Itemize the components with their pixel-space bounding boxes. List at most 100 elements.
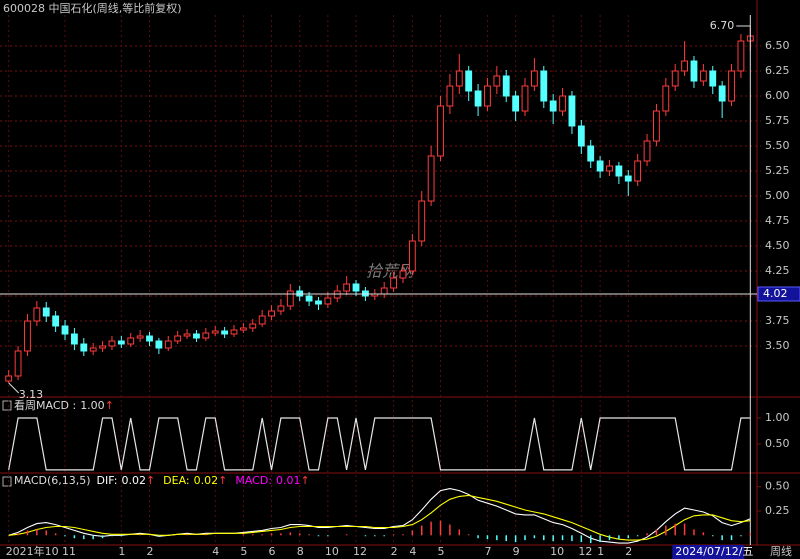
max-label: 6.70: [710, 19, 735, 32]
candle-body: [606, 165, 613, 172]
cursor-date: 2024/07/12/五: [675, 545, 753, 558]
period-label: 周线: [770, 544, 792, 558]
y-tick-label: 6.25: [765, 64, 790, 77]
candle-body: [352, 283, 360, 292]
y-tick-label: 5.00: [765, 189, 790, 202]
candle-body: [230, 329, 238, 335]
candle-body: [164, 340, 172, 349]
candle-body: [268, 310, 275, 317]
x-tick-label: 2: [147, 545, 154, 558]
candle-body: [89, 347, 97, 352]
candle-body: [14, 350, 22, 377]
y-tick-label: 5.25: [765, 164, 790, 177]
candle-body: [671, 70, 679, 87]
x-tick-label: 2021年10: [6, 544, 59, 558]
panel-icon: [2, 476, 12, 487]
candle-body: [315, 300, 322, 305]
legend-readout: 0.02: [121, 474, 146, 487]
y-tick-label: 0.50: [765, 437, 790, 450]
candle-body: [146, 335, 153, 342]
x-tick-label: 9: [513, 545, 520, 558]
candle-body: [258, 315, 266, 325]
candle-body: [343, 283, 351, 292]
y-tick-label: 5.50: [765, 139, 790, 152]
candle-body: [512, 95, 520, 112]
candle-body: [239, 327, 247, 331]
x-tick-label: 1: [597, 545, 604, 558]
min-label: 3.13: [19, 388, 43, 401]
candle-body: [211, 330, 219, 334]
candle-body: [427, 155, 435, 202]
x-tick-label: 6: [269, 545, 276, 558]
macd-line: [8, 494, 751, 541]
candle-body: [709, 70, 717, 87]
candle-body: [634, 160, 642, 182]
candle-body: [136, 335, 144, 339]
candle-body: [737, 40, 745, 72]
candle-body: [615, 165, 623, 177]
candle-body: [202, 332, 210, 339]
candle-body: [286, 290, 294, 307]
candle-body: [493, 75, 501, 87]
candle-body: [174, 335, 182, 342]
x-tick-label: 5: [240, 545, 247, 558]
x-tick-label: 11: [62, 545, 76, 558]
candle-body: [502, 75, 510, 97]
x-tick-label: 1: [118, 545, 125, 558]
candle-body: [549, 100, 557, 112]
legend-name: MACD:: [235, 474, 272, 487]
x-tick-label: 4: [409, 545, 416, 558]
indicator-arrow: ↑: [105, 399, 114, 412]
candle-body: [108, 340, 116, 347]
candle-body: [5, 375, 13, 382]
candle-body: [484, 85, 491, 107]
candle-body: [728, 70, 735, 102]
candle-body: [127, 337, 135, 345]
candle-body: [390, 277, 397, 289]
legend-name: DIF:: [97, 474, 118, 487]
y-tick-label: 4.25: [765, 264, 790, 277]
candle-body: [61, 325, 69, 335]
candle-body: [530, 70, 538, 87]
candle-body: [324, 297, 332, 305]
candle-body: [643, 140, 651, 162]
x-tick-label: 10: [550, 545, 564, 558]
candle-body: [587, 145, 595, 162]
candle-body: [408, 240, 416, 272]
candle-body: [183, 333, 191, 337]
candle-body: [33, 307, 41, 322]
indicator-line: [8, 417, 751, 471]
candle-body: [699, 70, 707, 82]
candle-body: [80, 343, 88, 352]
indicator-name: 看周MACD :: [14, 398, 76, 412]
crosshair-box: [757, 286, 800, 302]
y-tick-label: 0.50: [765, 480, 790, 493]
y-tick-label: 3.50: [765, 339, 790, 352]
candle-body: [624, 175, 632, 182]
candle-body: [596, 160, 604, 172]
candle-body: [653, 110, 660, 142]
legend-arrow: ↑: [218, 474, 227, 487]
candle-body: [718, 85, 726, 102]
x-tick-label: 5: [438, 545, 445, 558]
candle-body: [70, 333, 78, 345]
candle-body: [117, 340, 125, 345]
candle-body: [662, 85, 670, 112]
candle-body: [568, 95, 576, 127]
candle-body: [305, 295, 313, 302]
chart-title: 600028 中国石化(周线,等比前复权): [3, 1, 182, 15]
x-tick-label: 8: [297, 545, 304, 558]
candle-body: [399, 270, 407, 279]
candle-body: [418, 200, 426, 242]
y-tick-label: 0.25: [765, 504, 790, 517]
x-tick-label: 12: [353, 545, 367, 558]
candle-body: [437, 105, 444, 157]
x-tick-label: 4: [212, 545, 219, 558]
legend-readout: 0.01: [276, 474, 301, 487]
crosshair-label: 4.02: [763, 287, 788, 300]
candle-body: [474, 90, 482, 107]
legend-name: DEA:: [163, 474, 189, 487]
indicator-readout: 1.00: [80, 399, 105, 412]
